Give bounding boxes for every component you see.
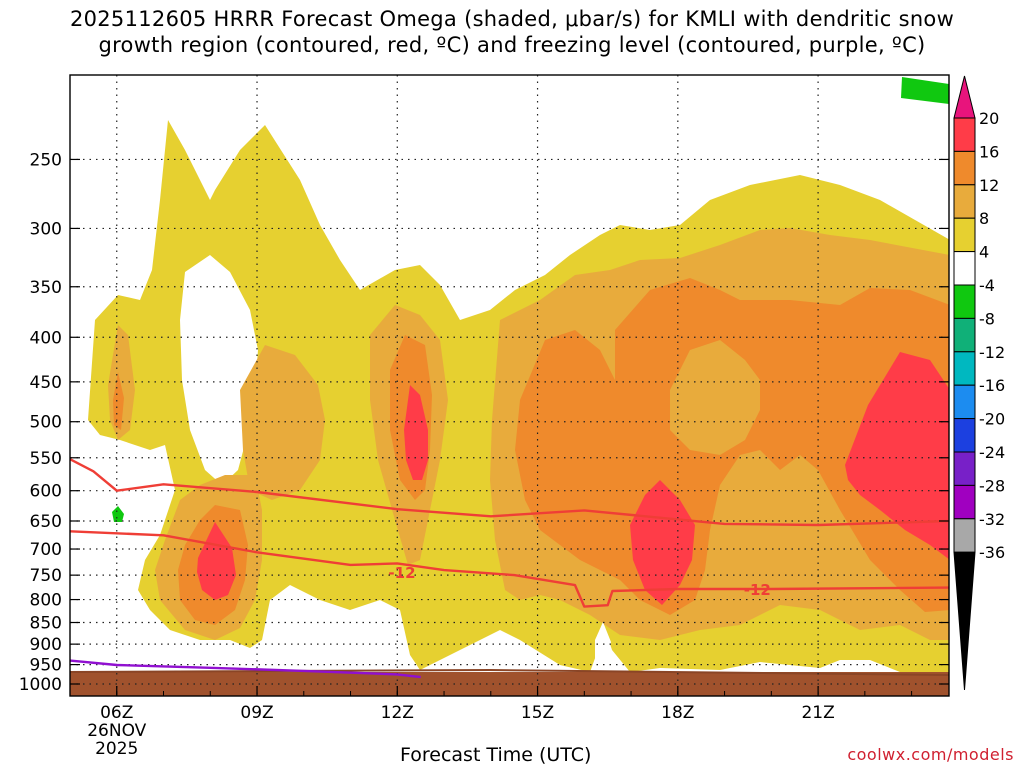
colorbar-segment [953,418,976,453]
contour-label: -12 [388,564,415,582]
colorbar-label: -16 [979,376,1005,395]
x-tick-date: 26NOV [87,721,146,741]
y-tick-label: 950 [30,656,62,676]
colorbar-label: 8 [979,209,989,228]
ground-edge [70,668,949,676]
y-tick-label: 750 [30,566,62,586]
contour-dgz-minus12 [70,530,949,608]
colorbar-segment [953,384,976,420]
y-tick-label: 250 [30,150,62,170]
y-tick-label: 1000 [19,675,62,695]
colorbar-segment [953,251,976,286]
y-tick-label: 300 [30,219,62,239]
contour-dgz-warm-edge [70,458,949,527]
contour-lines: -12 -12 [70,458,949,679]
colorbar-label: -20 [979,410,1005,429]
colorbar-label: 12 [979,176,999,195]
y-tick-label: 450 [30,373,62,393]
x-tick-label: 21Z [801,703,834,723]
y-tick-label: 350 [30,278,62,298]
y-tick-label: 650 [30,512,62,532]
y-tick-label: 700 [30,540,62,560]
colorbar-label: 20 [979,109,999,128]
chart-title: 2025112605 HRRR Forecast Omega (shaded, … [0,6,1024,58]
colorbar-segment [953,217,976,253]
colorbar-label: -36 [979,543,1005,562]
colorbar-label: 16 [979,142,999,161]
y-axis: 2503003504004505005506006507007508008509… [19,150,949,695]
x-tick-year: 2025 [95,739,138,759]
colorbar-label: -8 [979,309,995,328]
plot-frame [69,74,950,697]
omega-fill-12-16 [113,278,949,625]
y-tick-label: 600 [30,482,62,502]
colorbar-label: -24 [979,443,1005,462]
y-tick-label: 850 [30,614,62,634]
colorbar-top-arrow [953,75,976,119]
colorbar-segment [953,317,976,353]
colorbar-segment [953,284,976,319]
x-tick-label: 06Z [100,703,133,723]
ground-surface [70,672,949,696]
colorbar-label: 4 [979,243,989,262]
colorbar-segment [953,150,976,186]
colorbar-segment [953,484,976,520]
y-tick-label: 900 [30,635,62,655]
colorbar-segment [953,184,976,219]
colorbar-bottom-arrow [953,551,976,691]
chart-title-line1: 2025112605 HRRR Forecast Omega (shaded, … [69,7,955,31]
colorbar-label: -12 [979,343,1005,362]
credit-link[interactable]: coolwx.com/models [847,745,1014,764]
contour-label: -12 [744,581,771,599]
x-tick-label: 18Z [661,703,694,723]
colorbar-segment [953,451,976,486]
x-tick-label: 09Z [240,703,273,723]
y-tick-label: 400 [30,328,62,348]
y-tick-label: 800 [30,591,62,611]
x-tick-label: 15Z [521,703,554,723]
y-tick-label: 550 [30,449,62,469]
colorbar-label: -4 [979,276,995,295]
x-axis-label: Forecast Time (UTC) [400,744,592,766]
colorbar-legend: 20 16 12 8 4 -4 -8 -12 -16 -20 -24 -28 -32 -36 [953,75,1005,691]
colorbar-label: -28 [979,476,1005,495]
contour-freezing-level [70,659,421,679]
chart-title-line2: growth region (contoured, red, ºC) and f… [98,33,926,57]
colorbar-segment [953,518,976,553]
omega-shading [70,77,949,696]
colorbar-label: -32 [979,510,1005,529]
colorbar-segment [953,351,976,386]
y-tick-label: 500 [30,413,62,433]
x-tick-label: 12Z [381,703,414,723]
colorbar-segment [953,117,976,152]
omega-gap [595,622,611,672]
